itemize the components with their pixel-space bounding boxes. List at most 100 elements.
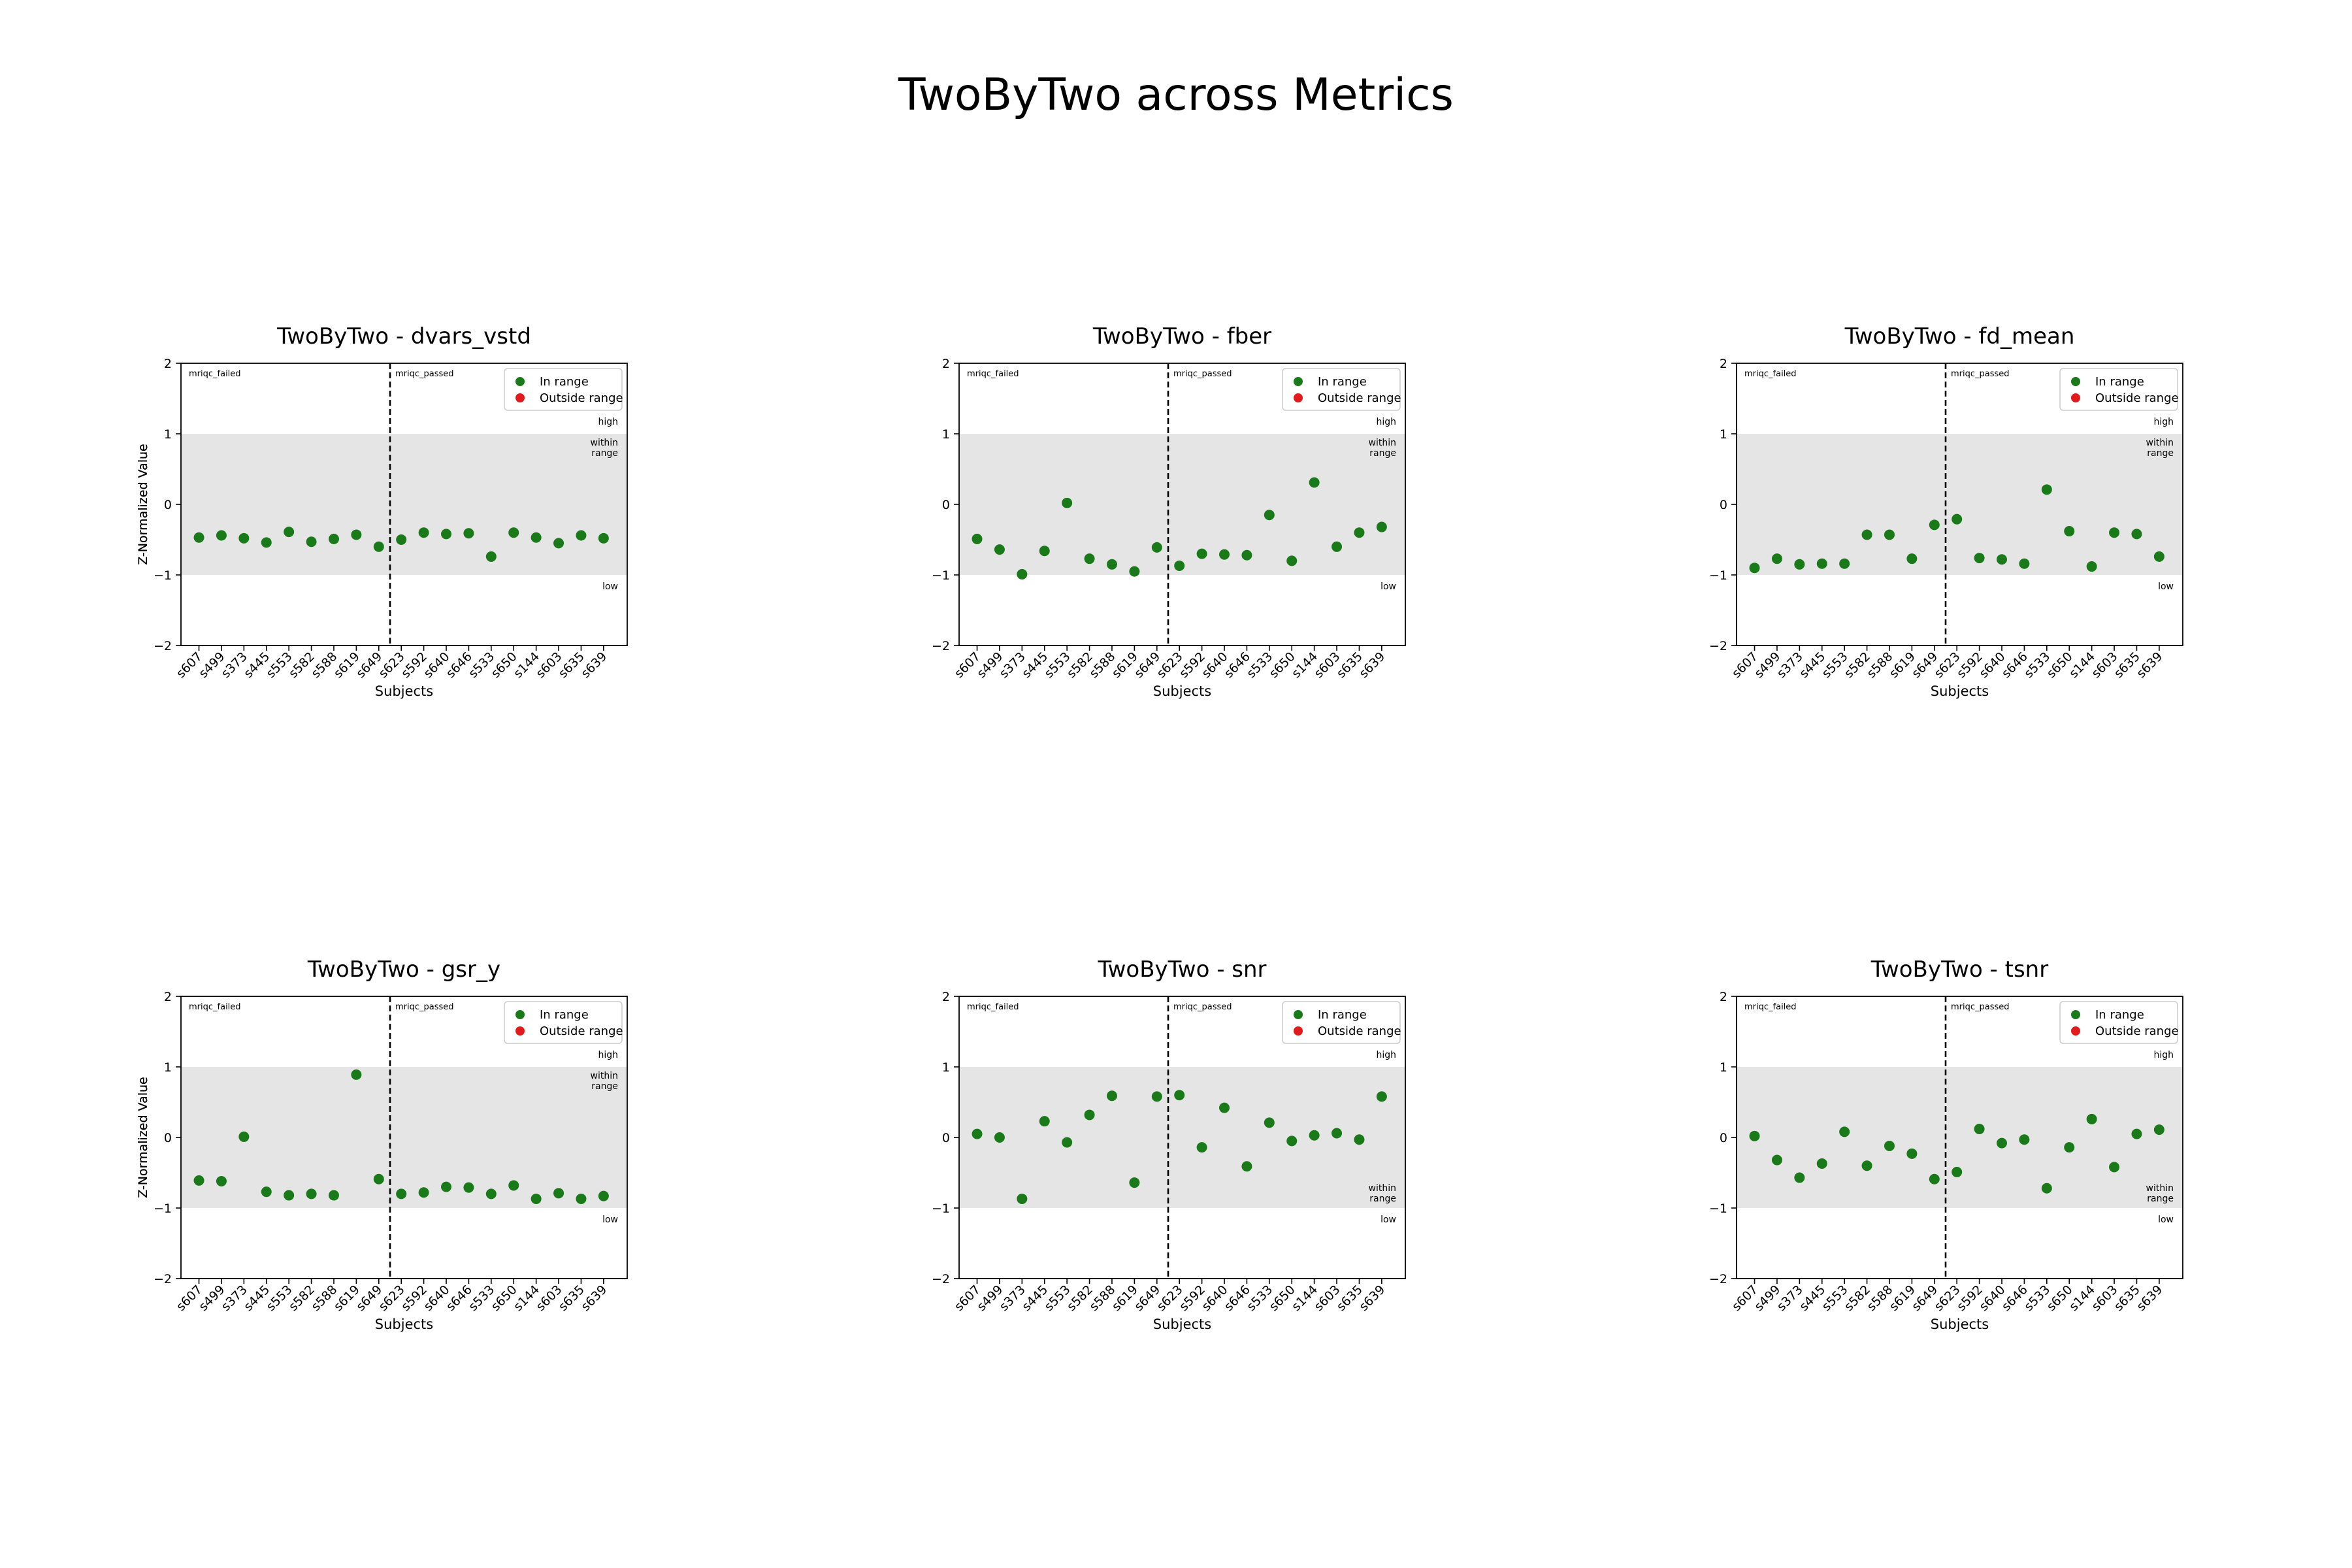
data-point bbox=[1376, 521, 1387, 532]
data-point bbox=[1309, 477, 1320, 488]
legend-marker-outside-range bbox=[515, 1026, 525, 1036]
subplot-title: TwoByTwo - dvars_vstd bbox=[276, 323, 531, 350]
data-point bbox=[328, 533, 339, 544]
data-point bbox=[418, 1187, 429, 1198]
region-label-low: low bbox=[1380, 581, 1396, 592]
data-point bbox=[216, 1175, 227, 1186]
data-point bbox=[1794, 559, 1805, 570]
region-label-low: low bbox=[2158, 581, 2174, 592]
y-tick-label: −2 bbox=[932, 639, 950, 653]
subplot-grid: −2−1012s607s499s373s445s553s582s588s619s… bbox=[136, 323, 2183, 1332]
legend-label-outside-range: Outside range bbox=[1318, 1024, 1401, 1038]
y-axis-label: Z-Normalized Value bbox=[136, 444, 150, 565]
data-point bbox=[238, 532, 250, 544]
data-point bbox=[972, 1128, 983, 1139]
data-point bbox=[1017, 568, 1028, 580]
data-point bbox=[485, 1188, 497, 1200]
data-point bbox=[553, 1188, 564, 1199]
data-point bbox=[1952, 1166, 1963, 1177]
y-tick-label: 0 bbox=[164, 498, 172, 512]
data-point bbox=[1241, 549, 1252, 561]
legend-marker-outside-range bbox=[1294, 1026, 1303, 1036]
data-point bbox=[1084, 553, 1095, 564]
subplot-2: −2−1012s607s499s373s445s553s582s588s619s… bbox=[136, 323, 1406, 699]
data-point bbox=[261, 1186, 272, 1198]
data-point bbox=[1974, 553, 1985, 564]
within-range-band bbox=[1737, 434, 2183, 575]
data-point bbox=[1264, 510, 1275, 521]
within-range-band bbox=[959, 434, 1405, 575]
data-point bbox=[193, 532, 204, 543]
data-point bbox=[1331, 1128, 1343, 1139]
y-tick-label: −2 bbox=[154, 639, 172, 653]
region-label-within: within bbox=[591, 1071, 618, 1081]
data-point bbox=[284, 527, 295, 538]
data-point bbox=[396, 1188, 407, 1200]
subplot-title: TwoByTwo - fd_mean bbox=[1844, 323, 2075, 350]
y-tick-label: 1 bbox=[1720, 1060, 1727, 1075]
legend-label-in-range: In range bbox=[1318, 375, 1367, 389]
region-label-failed: mriqc_failed bbox=[1744, 1002, 1797, 1012]
legend-label-in-range: In range bbox=[2095, 1008, 2144, 1022]
subplot-1: −2−1012s607s499s373s445s553s582s588s619s… bbox=[136, 323, 628, 699]
y-tick-label: −1 bbox=[932, 1201, 950, 1216]
data-point bbox=[1952, 514, 1963, 525]
y-tick-label: 2 bbox=[1720, 990, 1727, 1004]
region-label-range: range bbox=[2147, 448, 2174, 459]
data-point bbox=[1771, 553, 1782, 564]
y-tick-label: 2 bbox=[942, 357, 950, 371]
legend-marker-in-range bbox=[515, 377, 525, 386]
data-point bbox=[508, 527, 519, 538]
y-tick-label: 0 bbox=[164, 1131, 172, 1145]
legend-marker-in-range bbox=[1294, 1010, 1303, 1019]
y-tick-label: −1 bbox=[1709, 568, 1727, 583]
data-point bbox=[1174, 560, 1185, 571]
subplot-title: TwoByTwo - fber bbox=[1092, 323, 1271, 350]
y-tick-label: 0 bbox=[1720, 1131, 1727, 1145]
data-point bbox=[1039, 546, 1050, 557]
data-point bbox=[1286, 555, 1298, 566]
y-tick-label: 2 bbox=[164, 357, 172, 371]
data-point bbox=[1861, 1160, 1872, 1171]
legend: In range Outside range bbox=[2059, 368, 2179, 411]
data-point bbox=[2019, 1134, 2030, 1145]
y-tick-label: 2 bbox=[942, 990, 950, 1004]
data-point bbox=[2041, 1183, 2052, 1194]
data-point bbox=[972, 533, 983, 544]
data-point bbox=[1997, 554, 2008, 565]
y-tick-label: −1 bbox=[932, 568, 950, 583]
legend: In range Outside range bbox=[2059, 1001, 2179, 1044]
region-label-failed: mriqc_failed bbox=[967, 369, 1019, 379]
legend-label-outside-range: Outside range bbox=[2095, 1024, 2179, 1038]
region-label-high: high bbox=[598, 1050, 618, 1060]
legend-marker-in-range bbox=[2071, 1010, 2080, 1019]
region-label-range: range bbox=[591, 448, 618, 459]
subplot-title: TwoByTwo - snr bbox=[1097, 956, 1266, 983]
within-range-band bbox=[181, 434, 627, 575]
x-axis-label: Subjects bbox=[1931, 1316, 1989, 1332]
data-point bbox=[2131, 529, 2142, 540]
x-axis-label: Subjects bbox=[1153, 1316, 1211, 1332]
data-point bbox=[373, 1173, 384, 1184]
data-point bbox=[1794, 1172, 1805, 1183]
region-label-failed: mriqc_failed bbox=[967, 1002, 1019, 1012]
data-point bbox=[598, 532, 609, 544]
legend-box bbox=[504, 368, 623, 411]
data-point bbox=[485, 551, 497, 562]
within-range-band bbox=[959, 1067, 1405, 1208]
data-point bbox=[1906, 553, 1918, 564]
region-label-passed: mriqc_passed bbox=[1173, 369, 1232, 379]
data-point bbox=[1196, 548, 1207, 559]
data-point bbox=[284, 1190, 295, 1201]
y-tick-label: −1 bbox=[154, 1201, 172, 1216]
data-point bbox=[351, 1069, 362, 1080]
data-point bbox=[1816, 558, 1827, 569]
data-point bbox=[238, 1131, 250, 1142]
data-point bbox=[463, 528, 474, 539]
legend-label-outside-range: Outside range bbox=[540, 1024, 623, 1038]
data-point bbox=[1174, 1090, 1185, 1101]
data-point bbox=[441, 529, 452, 540]
region-label-passed: mriqc_passed bbox=[1173, 1002, 1232, 1012]
legend-label-in-range: In range bbox=[540, 1008, 589, 1022]
